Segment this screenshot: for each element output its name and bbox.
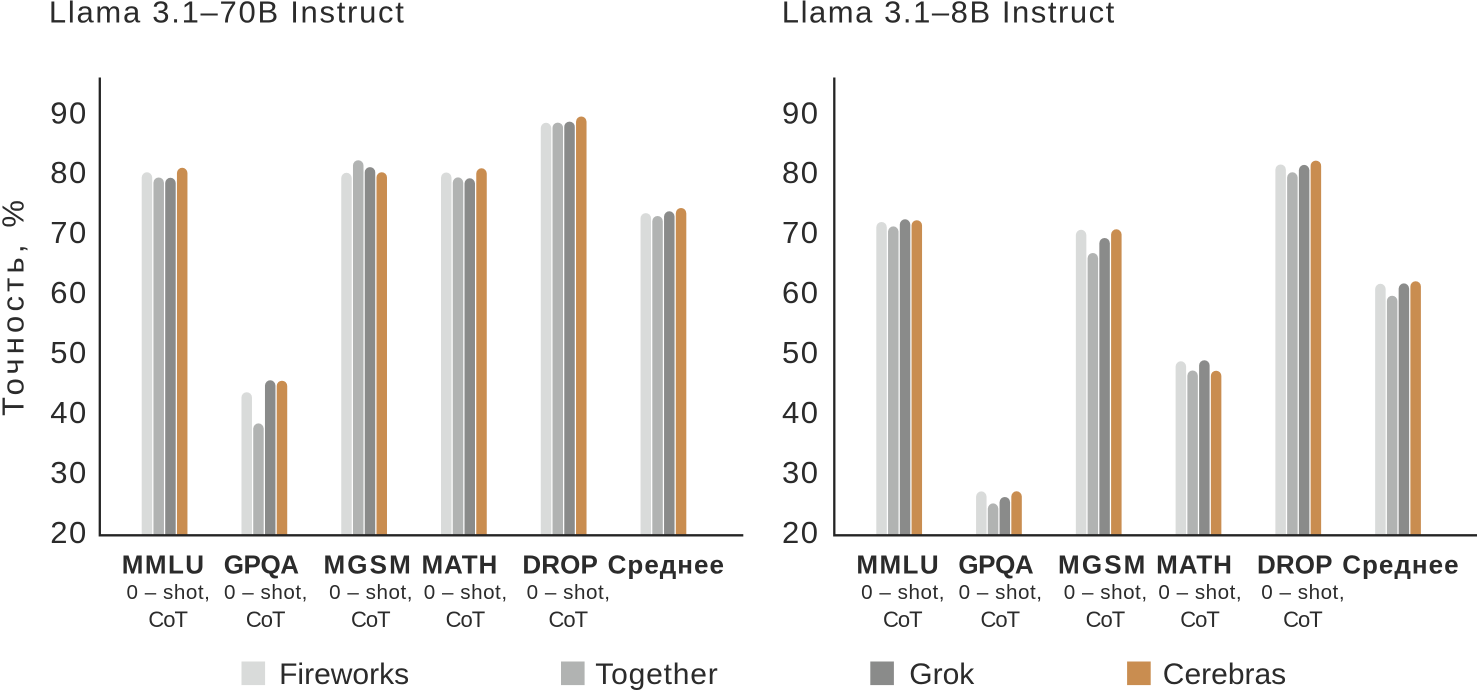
svg-text:20: 20 (782, 515, 818, 550)
svg-text:40: 40 (782, 395, 818, 430)
svg-text:90: 90 (50, 95, 86, 130)
svg-text:50: 50 (782, 335, 818, 370)
svg-text:Cerebras: Cerebras (1163, 658, 1286, 690)
svg-text:DROP: DROP (522, 550, 598, 580)
svg-text:MGSM: MGSM (323, 550, 410, 580)
svg-text:Среднее: Среднее (608, 550, 724, 580)
svg-text:GPQA: GPQA (224, 550, 300, 580)
svg-text:CoT: CoT (446, 607, 486, 632)
svg-text:0 – shot,: 0 – shot, (424, 581, 507, 604)
svg-text:Среднее: Среднее (1342, 550, 1458, 580)
svg-text:70: 70 (782, 215, 818, 250)
svg-text:0 – shot,: 0 – shot, (861, 581, 944, 604)
svg-text:60: 60 (782, 275, 818, 310)
svg-text:Fireworks: Fireworks (279, 658, 409, 690)
svg-text:20: 20 (50, 515, 86, 550)
svg-text:Точность, %: Точность, % (0, 200, 30, 416)
svg-text:0 – shot,: 0 – shot, (1064, 581, 1147, 604)
svg-text:70: 70 (50, 215, 86, 250)
svg-text:0 – shot,: 0 – shot, (329, 581, 412, 604)
svg-text:MMLU: MMLU (856, 550, 938, 580)
svg-text:Together: Together (595, 658, 718, 690)
svg-text:MATH: MATH (422, 550, 498, 580)
svg-text:0 – shot,: 0 – shot, (1261, 581, 1344, 604)
svg-text:0 – shot,: 0 – shot, (527, 581, 610, 604)
svg-text:30: 30 (782, 455, 818, 490)
svg-text:CoT: CoT (1086, 607, 1126, 632)
svg-text:GPQA: GPQA (958, 550, 1034, 580)
svg-text:Grok: Grok (909, 658, 975, 690)
svg-text:30: 30 (50, 455, 86, 490)
svg-text:CoT: CoT (351, 607, 391, 632)
svg-text:CoT: CoT (246, 607, 286, 632)
svg-text:40: 40 (50, 395, 86, 430)
svg-text:90: 90 (782, 95, 818, 130)
svg-text:60: 60 (50, 275, 86, 310)
svg-text:80: 80 (782, 155, 818, 190)
svg-text:0 – shot,: 0 – shot, (959, 581, 1042, 604)
svg-text:CoT: CoT (148, 607, 188, 632)
svg-text:MGSM: MGSM (1058, 550, 1145, 580)
svg-text:CoT: CoT (883, 607, 923, 632)
svg-text:CoT: CoT (1180, 607, 1220, 632)
svg-text:0 – shot,: 0 – shot, (224, 581, 307, 604)
svg-text:0 – shot,: 0 – shot, (1158, 581, 1241, 604)
svg-text:CoT: CoT (549, 607, 589, 632)
svg-text:MATH: MATH (1156, 550, 1232, 580)
svg-text:Llama 3.1–70B Instruct: Llama 3.1–70B Instruct (49, 0, 404, 30)
svg-text:CoT: CoT (981, 607, 1021, 632)
svg-text:50: 50 (50, 335, 86, 370)
svg-text:Llama 3.1–8B Instruct: Llama 3.1–8B Instruct (782, 0, 1115, 30)
svg-text:MMLU: MMLU (122, 550, 204, 580)
svg-text:80: 80 (50, 155, 86, 190)
svg-text:DROP: DROP (1257, 550, 1333, 580)
svg-text:0 – shot,: 0 – shot, (127, 581, 210, 604)
svg-text:CoT: CoT (1283, 607, 1323, 632)
